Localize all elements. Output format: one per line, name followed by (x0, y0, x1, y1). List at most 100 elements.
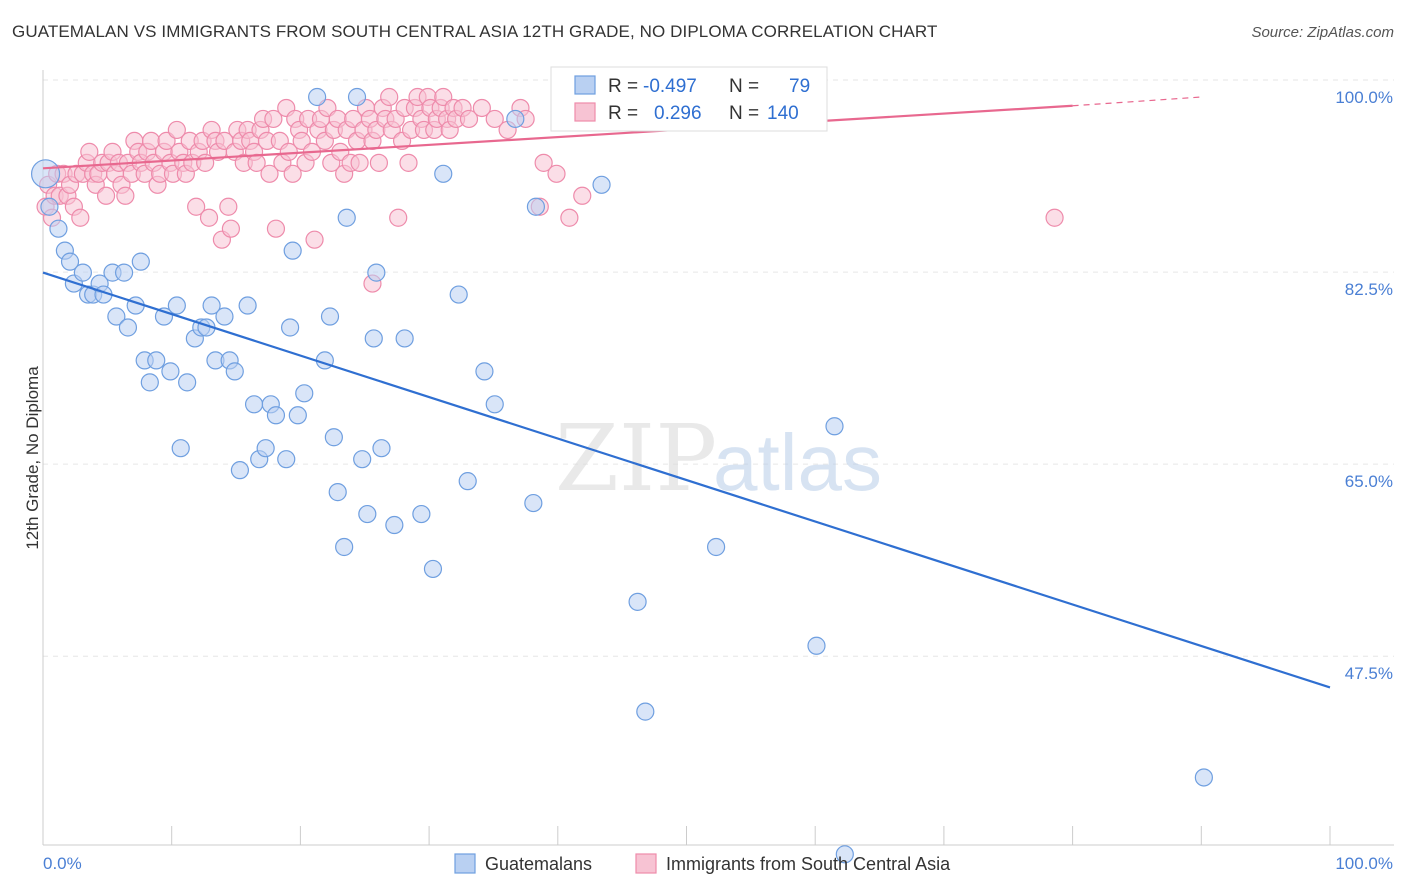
immigrants-point-137 (534, 153, 553, 172)
legend-r-label-2: R = (608, 103, 638, 124)
guatemalans-point-67 (506, 109, 525, 129)
immigrants-point-132 (485, 109, 504, 129)
guatemalans-point-16 (131, 252, 150, 271)
guatemalans-point-21 (161, 362, 180, 381)
watermark-zip: ZIP (555, 405, 717, 512)
guatemalans-point-44 (295, 384, 314, 403)
guatemalans-point-45 (308, 87, 327, 107)
immigrants-point-140 (573, 186, 592, 205)
y-tick-label-0: 100.0% (1335, 88, 1393, 107)
guatemalans-point-72 (636, 702, 655, 721)
guatemalans-point-68 (524, 493, 543, 513)
guatemalans-point-12 (107, 307, 126, 326)
guatemalans-point-34 (238, 296, 257, 315)
immigrants-point-142 (1045, 208, 1064, 227)
guatemalans-point-51 (337, 208, 356, 227)
immigrants-point-70 (260, 164, 279, 183)
chart-title: GUATEMALAN VS IMMIGRANTS FROM SOUTH CENT… (12, 22, 938, 41)
trend-line-guatemalans (42, 271, 1331, 689)
guatemalans-point-19 (147, 351, 166, 370)
immigrants-point-107 (380, 87, 399, 107)
guatemalans-point-28 (202, 296, 221, 315)
immigrants-point-47 (187, 197, 206, 216)
guatemalans-point-59 (395, 329, 414, 348)
immigrants-point-51 (199, 208, 219, 227)
y-axis-title: 12th Grade, No Diploma (23, 366, 42, 550)
guatemalans-point-14 (118, 318, 138, 337)
guatemalans-point-23 (171, 439, 190, 458)
immigrants-point-98 (350, 153, 369, 172)
immigrants-point-104 (369, 153, 389, 172)
guatemalans-point-41 (281, 318, 300, 337)
guatemalans-point-60 (412, 504, 431, 524)
immigrants-point-77 (283, 164, 302, 183)
x-tick-labels: 0.0% 100.0% (43, 854, 1393, 873)
x-tick-label-1: 100.0% (1335, 854, 1393, 873)
x-ticks (42, 826, 1331, 845)
guatemalans-point-47 (320, 307, 340, 326)
guatemalans-point-40 (277, 450, 296, 469)
legend-n-value-guatemalans: 79 (789, 76, 810, 97)
guatemalans-point-77 (835, 845, 854, 864)
guatemalans-point-70 (592, 175, 611, 194)
guatemalans-point-63 (449, 285, 468, 304)
guatemalans-point-1 (40, 197, 59, 216)
guatemalans-point-76 (825, 417, 844, 436)
guatemalans-point-22 (167, 296, 186, 315)
guatemalans-point-65 (475, 362, 494, 381)
series-immigrants-points (36, 87, 1064, 293)
guatemalans-point-54 (358, 504, 377, 524)
y-tick-labels: 100.0% 82.5% 65.0% 47.5% (1335, 88, 1393, 683)
immigrants-point-138 (547, 164, 566, 183)
guatemalans-point-0 (30, 159, 61, 189)
guatemalans-point-61 (423, 559, 443, 579)
y-tick-label-2: 65.0% (1345, 472, 1393, 491)
bottom-legend-swatch-immigrants (635, 853, 657, 874)
guatemalans-point-71 (628, 592, 647, 611)
guatemalans-point-18 (140, 373, 159, 392)
legend-n-value-immigrants: 140 (767, 103, 799, 124)
trend-lines (42, 96, 1331, 689)
guatemalans-point-66 (485, 395, 504, 414)
immigrants-point-72 (266, 219, 286, 238)
immigrants-point-19 (96, 186, 116, 205)
guatemalans-point-2 (49, 219, 68, 238)
legend: R = -0.497 N = 79 R = 0.296 N = 140 (550, 66, 828, 132)
bottom-legend-swatch-guatemalans (454, 853, 476, 874)
legend-r-value-guatemalans: -0.497 (643, 76, 697, 97)
guatemalans-point-55 (364, 329, 383, 348)
immigrants-point-57 (219, 197, 238, 216)
guatemalans-point-39 (266, 406, 286, 425)
guatemalans-point-78 (1194, 768, 1213, 787)
immigrants-point-14 (80, 142, 99, 161)
legend-n-label-1: N = (729, 76, 759, 97)
guatemalans-point-43 (288, 406, 307, 425)
legend-n-label-2: N = (729, 103, 759, 124)
legend-swatch-guatemalans (574, 75, 596, 95)
immigrants-point-41 (167, 120, 186, 140)
guatemalans-point-33 (230, 461, 250, 480)
guatemalans-point-30 (215, 307, 234, 326)
immigrants-point-139 (560, 208, 579, 227)
y-tick-label-1: 82.5% (1345, 280, 1393, 299)
guatemalans-point-73 (707, 537, 726, 557)
immigrants-point-84 (305, 230, 324, 249)
guatemalans-point-69 (526, 197, 546, 216)
guatemalans-point-56 (367, 263, 386, 282)
x-tick-label-0: 0.0% (43, 854, 82, 873)
guatemalans-point-24 (178, 373, 197, 392)
y-tick-label-3: 47.5% (1345, 664, 1393, 683)
guatemalans-point-52 (347, 87, 367, 107)
legend-r-label-1: R = (608, 76, 638, 97)
guatemalans-point-48 (324, 428, 343, 447)
guatemalans-point-6 (73, 263, 92, 282)
bottom-legend: Guatemalans Immigrants from South Centra… (454, 853, 951, 874)
bottom-legend-label-immigrants: Immigrants from South Central Asia (666, 854, 951, 874)
guatemalans-point-32 (225, 362, 244, 381)
guatemalans-point-49 (328, 483, 347, 502)
immigrants-point-11 (71, 208, 90, 227)
guatemalans-point-53 (353, 450, 372, 469)
immigrants-point-131 (472, 98, 491, 118)
guatemalans-point-57 (372, 439, 391, 458)
